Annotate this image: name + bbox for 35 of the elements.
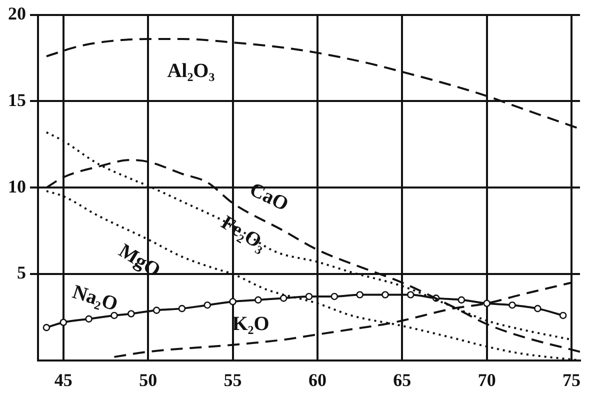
- point: [534, 304, 542, 312]
- point: [128, 310, 135, 318]
- y-tick-label: 5: [17, 262, 26, 283]
- x-tick-label: 70: [478, 370, 496, 390]
- point: [178, 304, 186, 312]
- point: [406, 291, 414, 298]
- point: [152, 306, 160, 314]
- point: [559, 312, 567, 320]
- point: [204, 301, 212, 309]
- point: [110, 312, 118, 320]
- y-tick-label: 15: [8, 90, 26, 110]
- point: [60, 318, 68, 326]
- x-tick-label: 45: [54, 370, 72, 390]
- point: [458, 296, 466, 304]
- x-tick-label: 50: [139, 370, 158, 390]
- point: [85, 315, 92, 323]
- point: [280, 294, 288, 302]
- point: [229, 298, 236, 306]
- y-tick-label: 20: [8, 3, 26, 24]
- point: [42, 324, 50, 332]
- point: [254, 296, 262, 304]
- x-tick-label: 55: [224, 370, 242, 390]
- x-tick-label: 65: [393, 370, 412, 390]
- series-label: K₂O: [232, 313, 270, 336]
- point: [330, 292, 338, 300]
- point: [305, 292, 313, 300]
- y-tick-label: 10: [8, 176, 26, 196]
- x-tick-label: 60: [308, 370, 326, 390]
- point: [483, 300, 490, 308]
- point: [508, 301, 516, 309]
- point: [382, 291, 389, 298]
- series-label: Al₂O₃: [167, 60, 215, 82]
- text: Na₂O: [70, 281, 120, 316]
- x-tick-label: 75: [562, 370, 581, 390]
- point: [356, 291, 364, 298]
